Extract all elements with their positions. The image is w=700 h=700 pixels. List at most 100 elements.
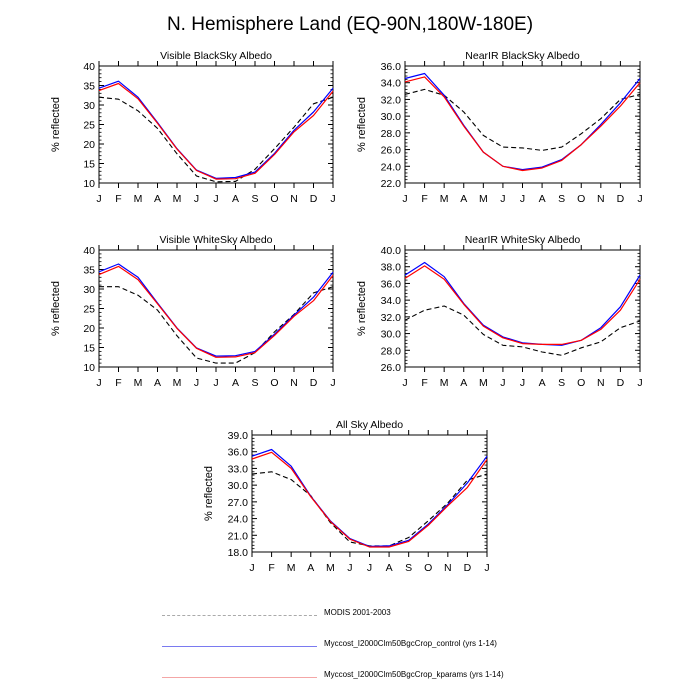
series-line-kparams xyxy=(404,76,641,172)
x-tick-label: A xyxy=(460,377,467,389)
x-tick-label: S xyxy=(251,193,258,205)
x-tick-label: M xyxy=(173,377,182,389)
x-tick-label: J xyxy=(484,562,489,574)
y-tick-label: 34.0 xyxy=(381,78,402,90)
x-tick-label: M xyxy=(134,377,143,389)
x-tick-label: N xyxy=(290,193,298,205)
x-tick-label: J xyxy=(637,193,642,205)
y-tick-label: 26.0 xyxy=(381,145,402,157)
x-tick-label: A xyxy=(232,377,239,389)
series-line-modis xyxy=(251,471,488,547)
x-tick-label: J xyxy=(194,193,199,205)
legend-label-kparams: Myccost_I2000Clm50BgcCrop_kparams (yrs 1… xyxy=(324,670,504,679)
x-tick-label: O xyxy=(577,193,585,205)
y-tick-label: 35 xyxy=(83,81,95,93)
y-tick-label: 32.0 xyxy=(381,312,402,324)
x-tick-label: A xyxy=(460,193,467,205)
y-axis-label: % reflected xyxy=(356,97,368,152)
x-tick-label: J xyxy=(96,193,101,205)
figure-title: N. Hemisphere Land (EQ-90N,180W-180E) xyxy=(166,14,534,35)
x-tick-label: S xyxy=(251,377,258,389)
y-tick-label: 27.0 xyxy=(228,497,249,509)
x-tick-label: A xyxy=(232,193,239,205)
y-axis-label: % reflected xyxy=(50,97,62,152)
x-tick-label: S xyxy=(558,377,565,389)
y-tick-label: 38.0 xyxy=(381,262,402,274)
series-line-kparams xyxy=(251,451,488,548)
y-tick-label: 35 xyxy=(83,265,95,277)
series-line-modis xyxy=(404,305,641,356)
y-tick-label: 20 xyxy=(83,139,95,151)
legend-swatch-modis xyxy=(162,615,317,616)
panel-title: Visible BlackSky Albedo xyxy=(160,50,272,62)
panel-title: NearIR BlackSky Albedo xyxy=(465,50,580,62)
y-tick-label: 21.0 xyxy=(228,530,249,542)
legend-swatch-kparams xyxy=(162,677,317,678)
series-line-control xyxy=(404,261,641,346)
y-tick-label: 10 xyxy=(83,178,95,190)
x-tick-label: S xyxy=(558,193,565,205)
plot-frame xyxy=(98,65,334,184)
plot-frame xyxy=(404,65,641,184)
y-axis-label: % reflected xyxy=(356,281,368,336)
plot-frame xyxy=(251,434,488,553)
x-tick-label: M xyxy=(440,193,449,205)
x-tick-label: A xyxy=(539,193,546,205)
x-tick-label: D xyxy=(310,193,318,205)
x-tick-label: O xyxy=(270,377,278,389)
x-tick-label: M xyxy=(479,377,488,389)
y-tick-label: 40.0 xyxy=(381,245,402,257)
y-tick-label: 36.0 xyxy=(228,447,249,459)
y-tick-label: 39.0 xyxy=(228,430,249,442)
x-tick-label: M xyxy=(287,562,296,574)
x-tick-label: O xyxy=(424,562,432,574)
x-tick-label: J xyxy=(637,377,642,389)
x-tick-label: J xyxy=(520,193,525,205)
x-tick-label: S xyxy=(405,562,412,574)
x-tick-label: J xyxy=(367,562,372,574)
legend-label-control: Myccost_I2000Clm50BgcCrop_control (yrs 1… xyxy=(324,639,497,648)
x-tick-label: J xyxy=(330,377,335,389)
y-tick-label: 22.0 xyxy=(381,178,402,190)
x-tick-label: F xyxy=(268,562,274,574)
y-axis-label: % reflected xyxy=(50,281,62,336)
y-axis-label: % reflected xyxy=(203,466,215,521)
series-line-control xyxy=(98,263,334,357)
x-tick-label: J xyxy=(520,377,525,389)
legend-item-control: Myccost_I2000Clm50BgcCrop_control (yrs 1… xyxy=(162,637,582,657)
y-tick-label: 20 xyxy=(83,323,95,335)
series-line-kparams xyxy=(404,265,641,345)
x-tick-label: M xyxy=(479,193,488,205)
x-tick-label: D xyxy=(617,193,625,205)
x-tick-label: J xyxy=(96,377,101,389)
y-tick-label: 40 xyxy=(83,61,95,73)
x-tick-label: M xyxy=(440,377,449,389)
panel-title: Visible WhiteSky Albedo xyxy=(159,234,272,246)
y-tick-label: 25 xyxy=(83,304,95,316)
x-tick-label: A xyxy=(386,562,393,574)
y-tick-label: 15 xyxy=(83,343,95,355)
x-tick-label: A xyxy=(539,377,546,389)
series-line-kparams xyxy=(98,82,334,180)
y-tick-label: 28.0 xyxy=(381,128,402,140)
x-tick-label: N xyxy=(597,193,605,205)
x-tick-label: J xyxy=(194,377,199,389)
x-tick-label: A xyxy=(307,562,314,574)
y-tick-label: 30 xyxy=(83,100,95,112)
y-tick-label: 30.0 xyxy=(381,111,402,123)
x-tick-label: F xyxy=(115,193,121,205)
x-tick-label: J xyxy=(330,193,335,205)
x-tick-label: A xyxy=(154,377,161,389)
y-tick-label: 10 xyxy=(83,362,95,374)
legend-swatch-control xyxy=(162,646,317,647)
y-tick-label: 30.0 xyxy=(381,329,402,341)
y-tick-label: 36.0 xyxy=(381,278,402,290)
panel-title: NearIR WhiteSky Albedo xyxy=(465,234,581,246)
x-tick-label: J xyxy=(500,193,505,205)
